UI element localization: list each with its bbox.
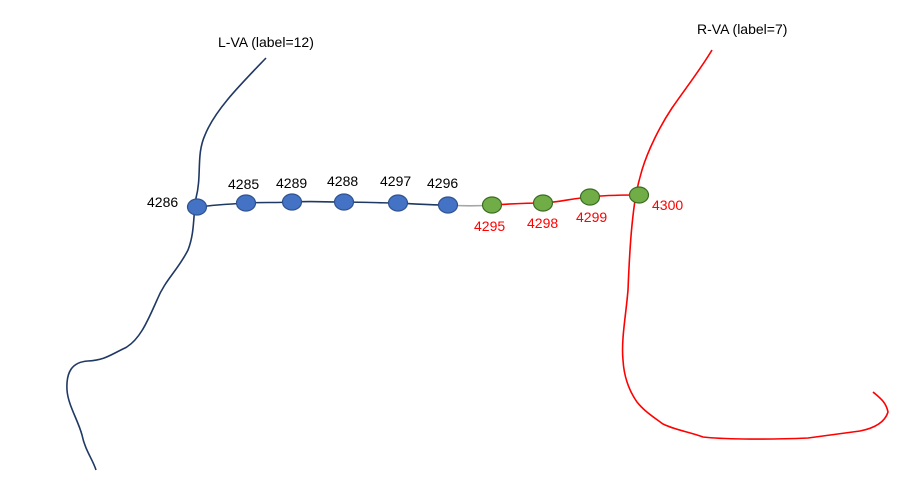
node-4297 <box>387 194 409 212</box>
l-va-node-chain <box>196 200 449 208</box>
r-va-title: R-VA (label=7) <box>697 21 787 37</box>
node-4295 <box>481 196 503 214</box>
node-4296 <box>437 196 459 214</box>
node-4289 <box>281 193 303 211</box>
l-va-title: L-VA (label=12) <box>218 34 314 50</box>
node-4298 <box>532 194 554 212</box>
node-label-4286: 4286 <box>147 194 178 210</box>
node-4288 <box>333 193 355 211</box>
node-label-4300: 4300 <box>652 197 683 213</box>
node-4286 <box>186 198 208 216</box>
node-label-4288: 4288 <box>327 173 358 189</box>
r-va-node-chain <box>491 194 640 206</box>
node-4285 <box>235 194 257 212</box>
node-label-4295: 4295 <box>474 218 505 234</box>
node-label-4285: 4285 <box>228 176 259 192</box>
node-label-4299: 4299 <box>576 209 607 225</box>
node-label-4289: 4289 <box>276 175 307 191</box>
r-va-vessel-line <box>621 49 889 440</box>
l-va-vessel-line <box>66 57 267 471</box>
node-4299 <box>579 188 601 206</box>
node-4300 <box>628 186 650 204</box>
node-label-4298: 4298 <box>527 215 558 231</box>
node-label-4296: 4296 <box>427 175 458 191</box>
node-label-4297: 4297 <box>380 173 411 189</box>
